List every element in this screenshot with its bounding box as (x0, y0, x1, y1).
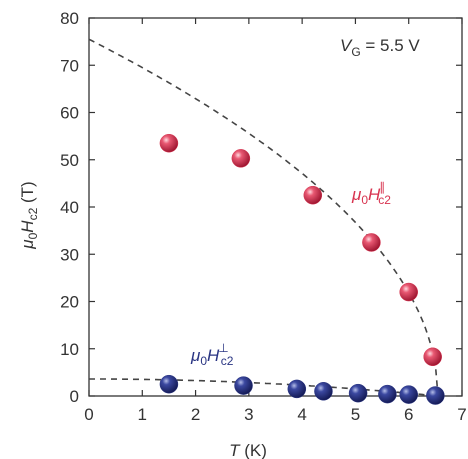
y-tick-label: 60 (60, 104, 79, 123)
parallel-point (231, 149, 251, 168)
x-tick-label: 1 (138, 405, 147, 424)
x-tick-label: 0 (84, 405, 93, 424)
series-label-perpendicular: μ0H⊥ c2 (190, 341, 234, 368)
plot-area-frame (88, 17, 463, 397)
parallel-point (423, 347, 442, 367)
y-tick-label: 70 (60, 56, 79, 75)
parallel-point (362, 233, 381, 252)
x-tick-label: 5 (351, 405, 360, 424)
y-tick-label: 50 (60, 151, 79, 170)
fit-curves (88, 38, 439, 397)
x-tick-label: 6 (404, 405, 413, 424)
series-label-parallel: μ0H∥ c2 (351, 180, 391, 207)
x-axis-title: T (K) (229, 441, 267, 459)
parallel-fit-curve (88, 38, 439, 397)
perpendicular-point (287, 379, 307, 399)
perpendicular-point (159, 374, 179, 394)
y-tick-label: 40 (60, 198, 79, 217)
perpendicular-point (234, 376, 253, 395)
y-tick-label: 20 (60, 293, 79, 312)
gate-voltage-annotation: VG = 5.5 V (340, 36, 420, 59)
y-axis-title: μ0Hc2 (T) (18, 181, 40, 249)
perpendicular-point (314, 382, 333, 401)
y-tick-label: 10 (60, 340, 79, 359)
y-tick-label: 30 (60, 245, 79, 264)
x-tick-label: 3 (244, 405, 253, 424)
parallel-point (159, 133, 179, 153)
perpendicular-point (426, 386, 445, 405)
axis-ticks (88, 17, 463, 397)
parallel-point (399, 282, 418, 302)
perpendicular-point (348, 383, 368, 403)
x-tick-label: 2 (191, 405, 200, 424)
x-tick-label: 7 (457, 405, 466, 424)
x-tick-label: 4 (297, 405, 306, 424)
y-tick-label: 0 (70, 387, 79, 406)
data-points (159, 133, 445, 405)
y-tick-label: 80 (60, 9, 79, 28)
perpendicular-point (378, 384, 397, 404)
parallel-point (303, 185, 323, 205)
perpendicular-point (399, 385, 418, 404)
